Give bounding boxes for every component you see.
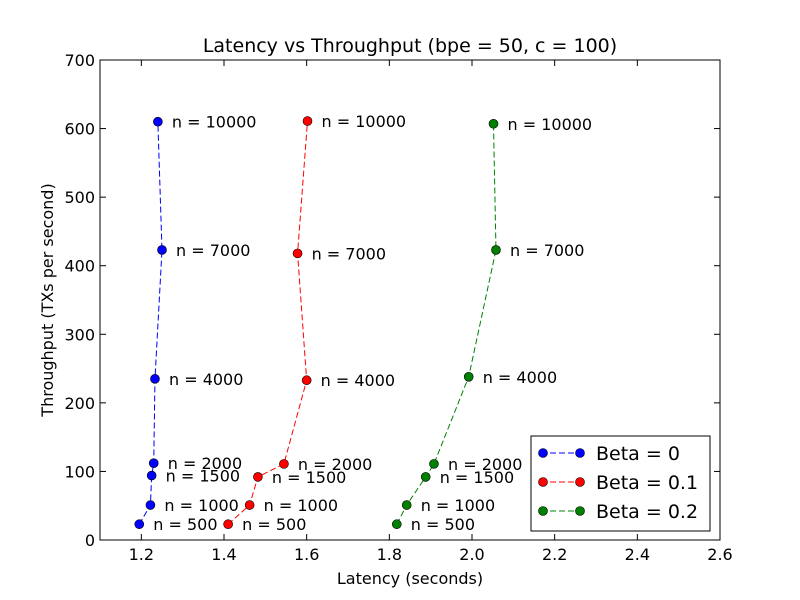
x-tick-label: 1.4 [211,545,236,564]
y-axis-label: Throughput (TXs per second) [38,183,57,417]
data-point [223,519,233,530]
data-point [146,470,157,481]
y-tick-label: 300 [64,325,95,344]
point-annotation: n = 7000 [176,241,250,260]
data-point [134,519,145,530]
x-axis-label: Latency (seconds) [337,569,483,588]
point-annotation: n = 1500 [166,467,240,486]
legend-label: Beta = 0.2 [596,501,698,523]
point-annotation: n = 4000 [169,370,243,389]
point-annotation: n = 1000 [264,496,338,515]
legend: Beta = 0 Beta = 0.1 Beta = 0.2 [530,435,711,532]
data-point [491,245,501,255]
y-tick-label: 500 [64,188,95,207]
data-point [244,500,255,510]
legend-marker [575,477,585,487]
data-point [279,459,289,469]
point-annotation: n = 2000 [168,454,242,473]
y-tick-label: 0 [85,531,95,550]
point-annotation: n = 4000 [483,368,557,387]
point-annotation: n = 1500 [440,468,514,487]
legend-label: Beta = 0.1 [596,472,698,494]
point-annotation: n = 2000 [298,455,372,474]
data-point [463,371,474,382]
plot-frame [99,59,721,541]
point-annotation: n = 500 [242,515,306,534]
point-annotation: n = 4000 [321,371,395,390]
legend-marker [575,448,585,458]
y-tick-label: 100 [64,462,95,481]
point-annotation: n = 500 [411,515,475,534]
data-point [292,248,303,259]
point-annotation: n = 7000 [510,241,584,260]
x-tick-label: 2.2 [542,545,567,564]
data-point [150,374,160,384]
legend-marker [538,448,548,458]
point-annotation: n = 10000 [321,112,406,131]
data-point [488,118,499,129]
y-tick-label: 600 [64,120,95,139]
legend-label: Beta = 0 [596,443,680,465]
x-tick-label: 2.6 [707,545,732,564]
x-tick-label: 1.8 [377,545,402,564]
legend-marker [538,477,548,487]
x-tick-label: 1.2 [129,545,154,564]
point-annotation: n = 500 [153,515,217,534]
x-tick-label: 2.0 [459,545,484,564]
y-tick-label: 700 [64,51,95,70]
data-point [391,519,402,530]
x-tick-label: 1.6 [294,545,319,564]
legend-marker [575,506,585,516]
data-point [148,458,159,469]
point-annotation: n = 7000 [312,244,386,263]
data-point [302,116,313,126]
y-tick-label: 400 [64,257,95,276]
data-point [157,245,167,255]
data-point [153,116,163,127]
point-annotation: n = 10000 [172,113,257,132]
point-annotation: n = 1000 [421,496,495,515]
point-annotation: n = 1500 [272,468,346,487]
x-tick-label: 2.4 [625,545,650,564]
point-annotation: n = 10000 [507,115,592,134]
point-annotation: n = 1000 [164,496,238,515]
data-point [145,500,156,510]
point-annotation: n = 2000 [448,455,522,474]
data-point [429,459,439,469]
legend-marker [538,506,548,516]
legend-box [530,435,711,532]
data-point [420,472,431,482]
data-point [253,472,263,482]
data-point [401,500,412,510]
ticks-layer: 1.2 1.4 1.6 1.8 2.0 2.2 2.4 2.6 0 100 200 300 400 500… [64,51,732,564]
chart-title: Latency vs Throughput (bpe = 50, c = 100… [203,35,617,57]
y-tick-label: 200 [64,394,95,413]
data-point [301,375,312,386]
